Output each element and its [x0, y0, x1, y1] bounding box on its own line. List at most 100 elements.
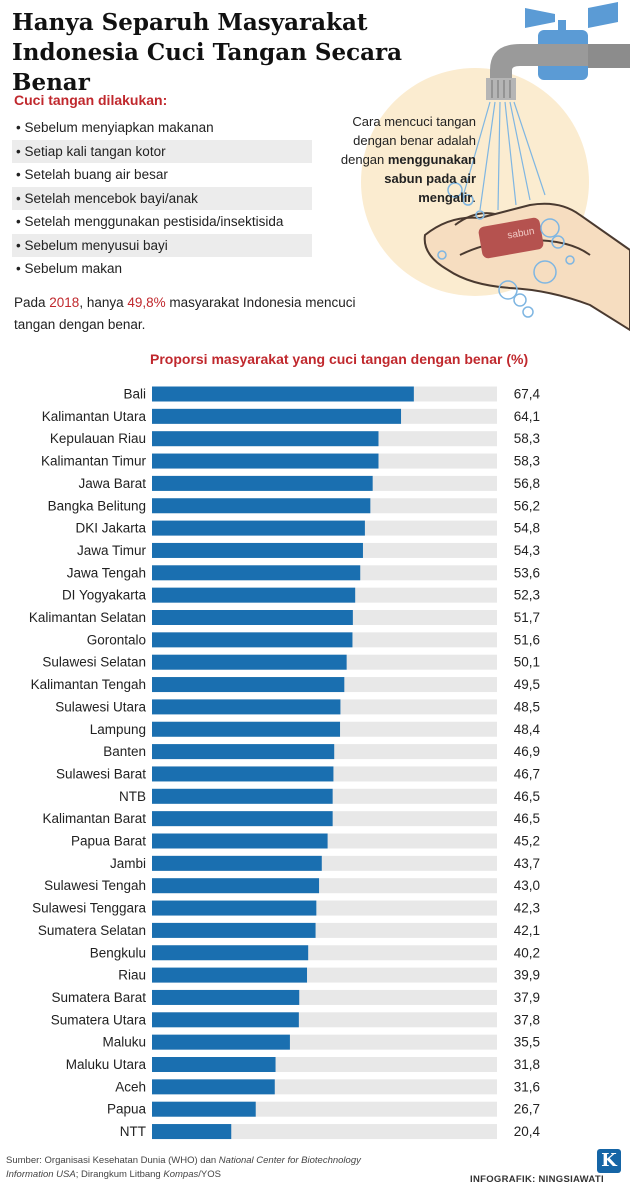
value-box — [505, 720, 547, 739]
value-label: 58,3 — [514, 454, 540, 469]
value-label: 56,8 — [514, 476, 540, 491]
category-label: Sumatera Barat — [51, 990, 146, 1005]
value-box — [505, 541, 547, 560]
occasion-item: • Setelah buang air besar — [16, 167, 168, 182]
bar — [152, 900, 317, 916]
category-label: Kepulauan Riau — [50, 431, 146, 446]
value-label: 51,6 — [514, 632, 540, 647]
value-label: 37,9 — [514, 990, 540, 1005]
category-label: Sulawesi Utara — [55, 699, 146, 714]
occasion-item: • Setiap kali tangan kotor — [12, 139, 312, 163]
value-box — [505, 899, 547, 918]
bar — [152, 431, 379, 447]
category-label: Aceh — [115, 1079, 146, 1094]
value-box — [505, 1055, 547, 1074]
value-box — [505, 474, 547, 493]
category-label: DI Yogyakarta — [62, 588, 147, 603]
value-box — [505, 988, 547, 1007]
soap-label: sabun — [507, 226, 536, 242]
category-label: Bali — [123, 387, 146, 402]
value-label: 54,3 — [514, 543, 540, 558]
category-label: Sulawesi Barat — [56, 766, 146, 781]
bar — [152, 699, 341, 715]
category-label: Jawa Timur — [77, 543, 147, 558]
value-label: 56,2 — [514, 498, 540, 513]
source-suffix: /YOS — [198, 1169, 221, 1180]
summary-text: Pada 2018, hanya 49,8% masyarakat Indone… — [14, 292, 374, 336]
bar — [152, 721, 341, 737]
value-box — [505, 742, 547, 761]
bar — [152, 1012, 299, 1028]
category-label: NTB — [119, 789, 146, 804]
category-label: Gorontalo — [87, 632, 146, 647]
summary-middle: , hanya — [79, 295, 128, 310]
category-label: Bengkulu — [90, 945, 146, 960]
category-label: Riau — [118, 968, 146, 983]
caption-end: . — [472, 190, 476, 205]
value-label: 31,6 — [514, 1079, 540, 1094]
bar — [152, 542, 363, 558]
value-label: 52,3 — [514, 588, 540, 603]
occasion-item: • Sebelum menyusui bayi — [12, 233, 312, 257]
value-label: 67,4 — [514, 387, 541, 402]
value-label: 50,1 — [514, 655, 540, 670]
value-box — [505, 675, 547, 694]
value-label: 42,1 — [514, 923, 540, 938]
category-label: Jawa Barat — [78, 476, 146, 491]
value-label: 51,7 — [514, 610, 540, 625]
value-label: 35,5 — [514, 1035, 540, 1050]
source-ncbi: National Center for Biotechnology Inform… — [6, 1155, 361, 1180]
infographic-credit: INFOGRAFIK: NINGSIAWATI — [470, 1174, 604, 1185]
faucet-icon — [486, 2, 630, 100]
value-box — [505, 921, 547, 940]
page-title: Hanya Separuh Masyarakat Indonesia Cuci … — [12, 9, 403, 96]
source-note: Sumber: Organisasi Kesehatan Dunia (WHO)… — [6, 1154, 386, 1182]
category-label: Sumatera Utara — [51, 1012, 147, 1027]
summary-prefix: Pada — [14, 295, 50, 310]
value-box — [505, 697, 547, 716]
value-box — [505, 653, 547, 672]
occasions-list: • Sebelum menyiapkan makanan • Setiap kal… — [12, 116, 312, 281]
occasions-heading: Cuci tangan dilakukan: — [14, 92, 168, 108]
bar — [152, 744, 335, 760]
summary-year: 2018 — [49, 295, 80, 310]
bar — [152, 1057, 276, 1072]
bar — [152, 386, 414, 402]
bar — [152, 922, 316, 938]
category-label: Kalimantan Selatan — [29, 610, 146, 625]
bar — [152, 1124, 232, 1140]
value-label: 46,7 — [514, 766, 540, 781]
handwashing-caption: Cara mencuci tangan dengan benar adalah … — [330, 112, 476, 207]
bar — [152, 878, 320, 894]
bar — [152, 408, 402, 424]
category-label: Kalimantan Timur — [41, 454, 147, 469]
value-box — [505, 630, 547, 649]
value-box — [505, 563, 547, 582]
category-label: DKI Jakarta — [75, 521, 146, 536]
value-label: 49,5 — [514, 677, 540, 692]
category-label: Kalimantan Barat — [42, 811, 146, 826]
value-label: 58,3 — [514, 431, 540, 446]
occasion-item: • Sebelum menyiapkan makanan — [16, 120, 214, 135]
category-label: Kalimantan Utara — [42, 409, 147, 424]
value-box — [505, 943, 547, 962]
bar — [152, 498, 371, 514]
bar — [152, 1079, 275, 1095]
value-label: 40,2 — [514, 945, 540, 960]
value-box — [505, 876, 547, 895]
bar — [152, 833, 328, 849]
caption-text: Cara mencuci tangan dengan benar adalah … — [340, 114, 476, 167]
bar — [152, 587, 356, 603]
source-kompas: Kompas — [163, 1169, 199, 1180]
bar — [152, 945, 309, 961]
value-box — [505, 429, 547, 448]
value-box — [505, 764, 547, 783]
bar — [152, 475, 373, 491]
value-label: 48,5 — [514, 699, 540, 714]
value-box — [505, 519, 547, 538]
value-box — [505, 1033, 547, 1052]
bar — [152, 632, 353, 648]
bar — [152, 1034, 290, 1050]
category-label: Sumatera Selatan — [38, 923, 146, 938]
category-label: Sulawesi Tengah — [44, 878, 146, 893]
